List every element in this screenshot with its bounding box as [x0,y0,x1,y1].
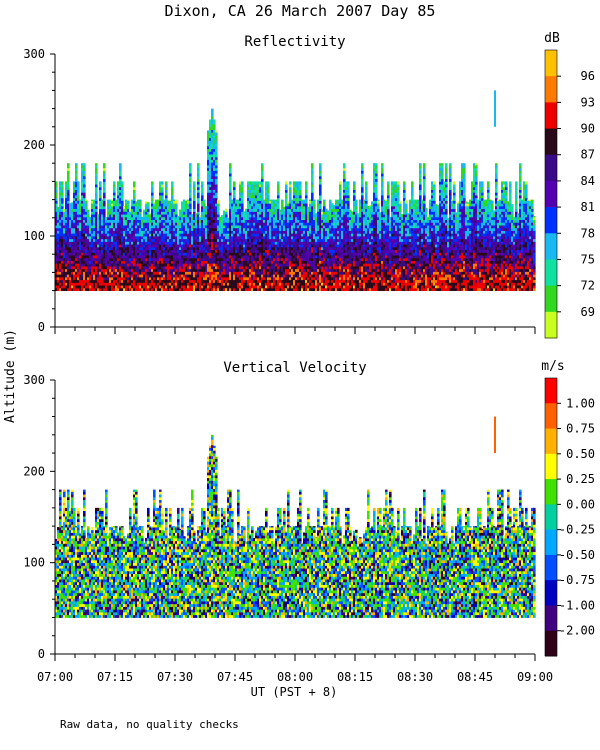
colorbar-swatch [545,311,557,339]
colorbar-swatch [545,76,557,103]
colorbar-swatch [545,154,557,182]
x-tick-label: 09:00 [517,670,553,684]
x-tick-labels: 07:00 07:15 07:30 07:45 08:00 08:15 08:30 08:45… [37,670,553,684]
colorbar-label: 0.50 [566,447,595,461]
colorbar-label: 93 [581,95,595,109]
colorbar-swatch [545,285,557,313]
colorbar-label: -1.00 [559,598,595,612]
y-tick-label: 200 [23,138,45,152]
panel-title: Reflectivity [244,34,345,50]
colorbar-swatch [545,233,557,260]
x-tick-label: 08:45 [457,670,493,684]
footnote: Raw data, no quality checks [60,718,239,731]
colorbar-label: 84 [581,174,595,188]
colorbar-label: 69 [581,305,595,319]
x-tick-label: 07:15 [97,670,133,684]
colorbar: 96 93 90 87 84 81 78 75 72 69 dB [544,31,595,339]
colorbar-swatch [545,180,557,208]
colorbar-swatch [545,102,557,130]
x-tick-label: 08:30 [397,670,433,684]
y-axis-label: Altitude (m) [3,329,18,423]
colorbar-swatch [545,630,557,657]
colorbar-label: 75 [581,252,595,266]
colorbar-label: 1.00 [566,396,595,410]
heatmap-field [55,90,536,291]
colorbar-label: -0.50 [559,548,595,562]
colorbar: 1.00 0.75 0.50 0.25 0.00 -0.25 -0.50 -0.75 -1.00… [541,359,595,657]
colorbar-swatch [545,50,557,77]
colorbar-swatch [545,554,557,581]
colorbar-swatch [545,428,557,455]
colorbar-unit: m/s [541,359,564,374]
colorbar-label: 0.25 [566,472,595,486]
isolated-echo [494,90,496,127]
colorbar-swatch [545,479,557,505]
y-tick-label: 0 [38,647,45,661]
colorbar-swatch [545,403,557,430]
colorbar-swatch [545,378,557,404]
colorbar-swatch [545,207,557,234]
colorbar-label: -2.00 [559,624,595,638]
colorbar-swatch [545,128,557,156]
colorbar-swatch [545,259,557,287]
colorbar-unit: dB [544,31,560,46]
colorbar-swatch [545,580,557,606]
colorbar-label: 72 [581,279,595,293]
y-tick-label: 300 [23,373,45,387]
colorbar-label: -0.75 [559,573,595,587]
x-axis-label: UT (PST + 8) [251,685,338,699]
y-tick-label: 200 [23,464,45,478]
colorbar-label: 0.00 [566,497,595,511]
reflectivity-panel: Reflectivity 0 100 200 300 96 93 90 87 84 81 78 75 72… [23,31,595,339]
x-tick-label: 07:00 [37,670,73,684]
heatmap-field [55,416,536,618]
x-tick-label: 07:30 [157,670,193,684]
colorbar-label: 81 [581,200,595,214]
colorbar-swatch [545,605,557,632]
colorbar-swatch [545,453,557,480]
panel-title: Vertical Velocity [223,360,366,376]
colorbar-label: 96 [581,69,595,83]
colorbar-label: 78 [581,226,595,240]
x-tick-label: 07:45 [217,670,253,684]
y-tick-label: 300 [23,47,45,61]
x-tick-label: 08:00 [277,670,313,684]
colorbar-swatch [545,529,557,556]
vertical-velocity-panel: Vertical Velocity 0 100 200 300 1.00 0.75 0.50 0… [23,359,595,661]
colorbar-label: 0.75 [566,422,595,436]
y-tick-label: 0 [38,320,45,334]
colorbar-swatch [545,504,557,531]
colorbar-label: 90 [581,122,595,136]
y-tick-label: 100 [23,229,45,243]
x-tick-label: 08:15 [337,670,373,684]
y-tick-label: 100 [23,556,45,570]
colorbar-label: -0.25 [559,523,595,537]
figure-title: Dixon, CA 26 March 2007 Day 85 [165,2,436,20]
isolated-echo [494,416,496,454]
colorbar-label: 87 [581,148,595,162]
